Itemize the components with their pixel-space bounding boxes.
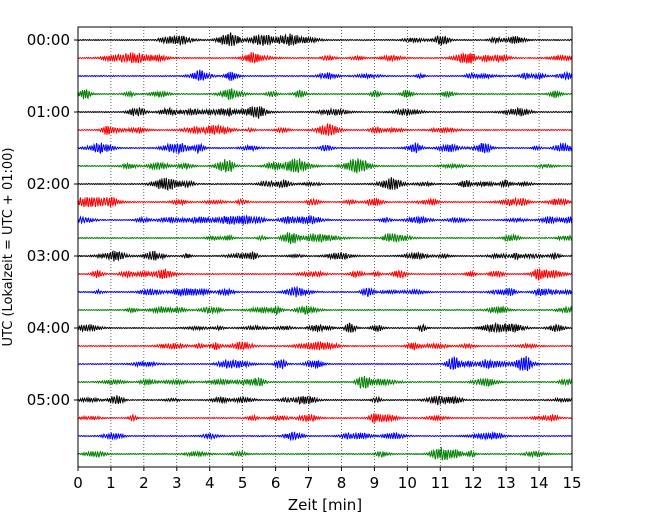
trace-0115: [77, 123, 573, 136]
trace-0245: [77, 232, 573, 244]
y-tick-label: 03:00: [27, 247, 70, 265]
y-axis-label: UTC (Lokalzeit = UTC + 01:00): [1, 148, 16, 347]
trace-0215: [77, 196, 573, 208]
x-tick-label: 5: [238, 474, 248, 492]
x-tick-label: 11: [431, 474, 450, 492]
trace-0300: [77, 249, 573, 262]
trace-0500: [77, 394, 573, 406]
x-axis: 0 1 2 3 4 5 6 7 8 9 10 11 12 13 14 15: [73, 467, 582, 492]
y-tick-label: 02:00: [27, 175, 70, 193]
trace-0400: [77, 321, 573, 334]
trace-0000: [77, 32, 573, 47]
trace-0545: [77, 447, 573, 461]
x-axis-label: Zeit [min]: [288, 496, 362, 514]
y-tick-label: 01:00: [27, 103, 70, 121]
x-tick-label: 4: [205, 474, 215, 492]
trace-0515: [77, 413, 573, 425]
trace-0415: [77, 340, 573, 351]
x-tick-label: 2: [139, 474, 149, 492]
x-tick-label: 9: [370, 474, 380, 492]
trace-0145: [77, 157, 573, 174]
trace-0015: [77, 51, 573, 64]
x-tick-label: 13: [497, 474, 516, 492]
trace-0430: [77, 355, 573, 372]
x-tick-label: 1: [106, 474, 116, 492]
y-tick-label: 05:00: [27, 391, 70, 409]
trace-0030: [77, 69, 573, 82]
x-tick-label: 12: [464, 474, 483, 492]
trace-0330: [77, 286, 573, 298]
trace-0045: [77, 88, 573, 101]
trace-0200: [77, 177, 573, 192]
trace-0315: [77, 268, 573, 281]
trace-0230: [77, 214, 573, 226]
seismogram-traces: [77, 32, 573, 461]
trace-0130: [77, 142, 573, 156]
x-tick-label: 15: [562, 474, 581, 492]
x-tick-label: 3: [172, 474, 182, 492]
trace-0445: [77, 375, 573, 389]
x-tick-label: 6: [271, 474, 281, 492]
trace-0345: [77, 304, 573, 316]
x-tick-label: 8: [337, 474, 347, 492]
x-tick-label: 0: [73, 474, 83, 492]
x-tick-label: 10: [398, 474, 417, 492]
y-tick-label: 00:00: [27, 31, 70, 49]
vertical-grid: [110, 27, 540, 467]
trace-0100: [77, 106, 573, 119]
x-tick-label: 7: [304, 474, 314, 492]
plot-frame: [77, 26, 573, 468]
y-axis: 00:00 01:00 02:00 03:00 04:00 05:00: [27, 31, 78, 409]
trace-0530: [77, 430, 573, 442]
y-tick-label: 04:00: [27, 319, 70, 337]
x-tick-label: 14: [530, 474, 549, 492]
